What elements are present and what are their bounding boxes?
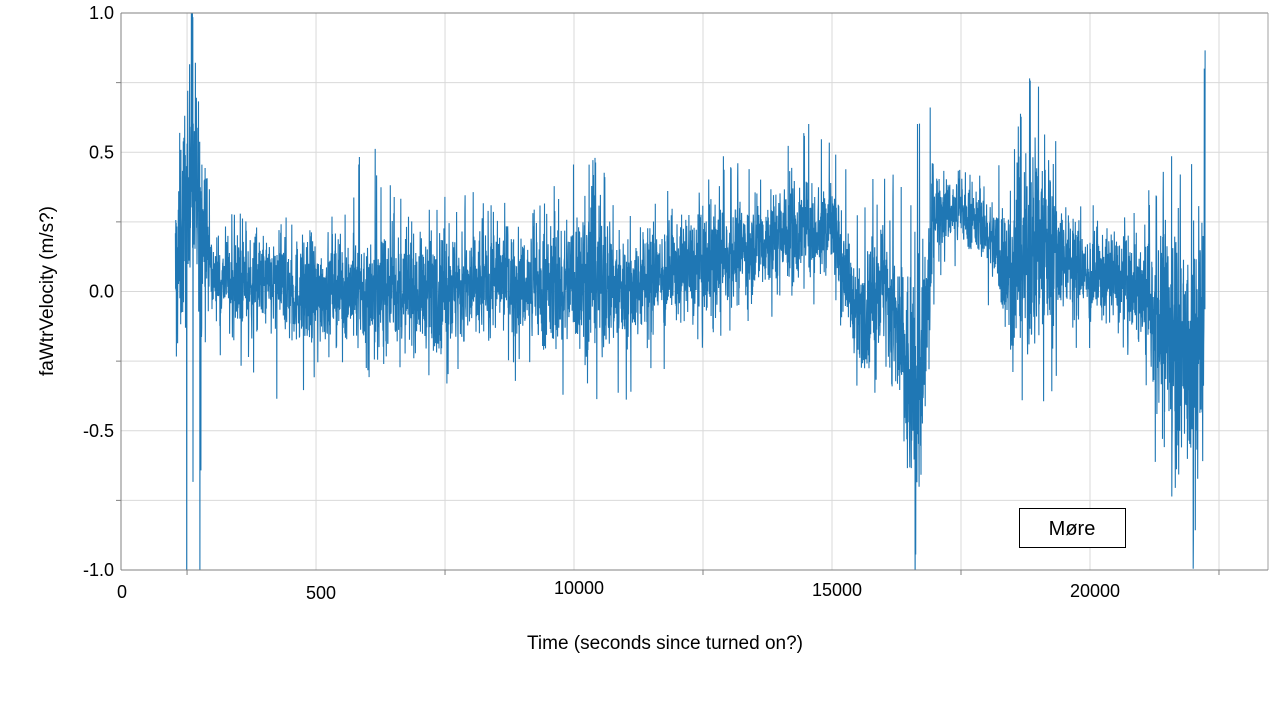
- x-tick-label: 500: [306, 583, 336, 603]
- y-axis-label: faWtrVelocity (m/s?): [37, 206, 58, 376]
- legend: Møre: [1019, 508, 1126, 548]
- legend-label: Møre: [1049, 518, 1096, 540]
- y-tick-label: -1.0: [83, 560, 114, 580]
- legend-box: [1019, 508, 1126, 548]
- x-tick-label: 10000: [554, 578, 604, 598]
- x-tick-label: 15000: [812, 580, 862, 600]
- y-tick-label: 1.0: [89, 3, 114, 23]
- y-tick-label: -0.5: [83, 421, 114, 441]
- x-tick-label: 20000: [1070, 581, 1120, 601]
- axes: [116, 12, 1269, 575]
- x-tick-label: 0: [117, 582, 127, 602]
- tick-labels: 0 500 10000 15000 20000 1.0 0.5 0.0 -0.5 -1.0: [83, 3, 1120, 603]
- series-group: [174, 13, 1206, 570]
- series-line: [174, 13, 1206, 570]
- y-tick-label: 0.0: [89, 282, 114, 302]
- y-tick-label: 0.5: [89, 142, 114, 162]
- x-axis-label: Time (seconds since turned on?): [527, 633, 803, 654]
